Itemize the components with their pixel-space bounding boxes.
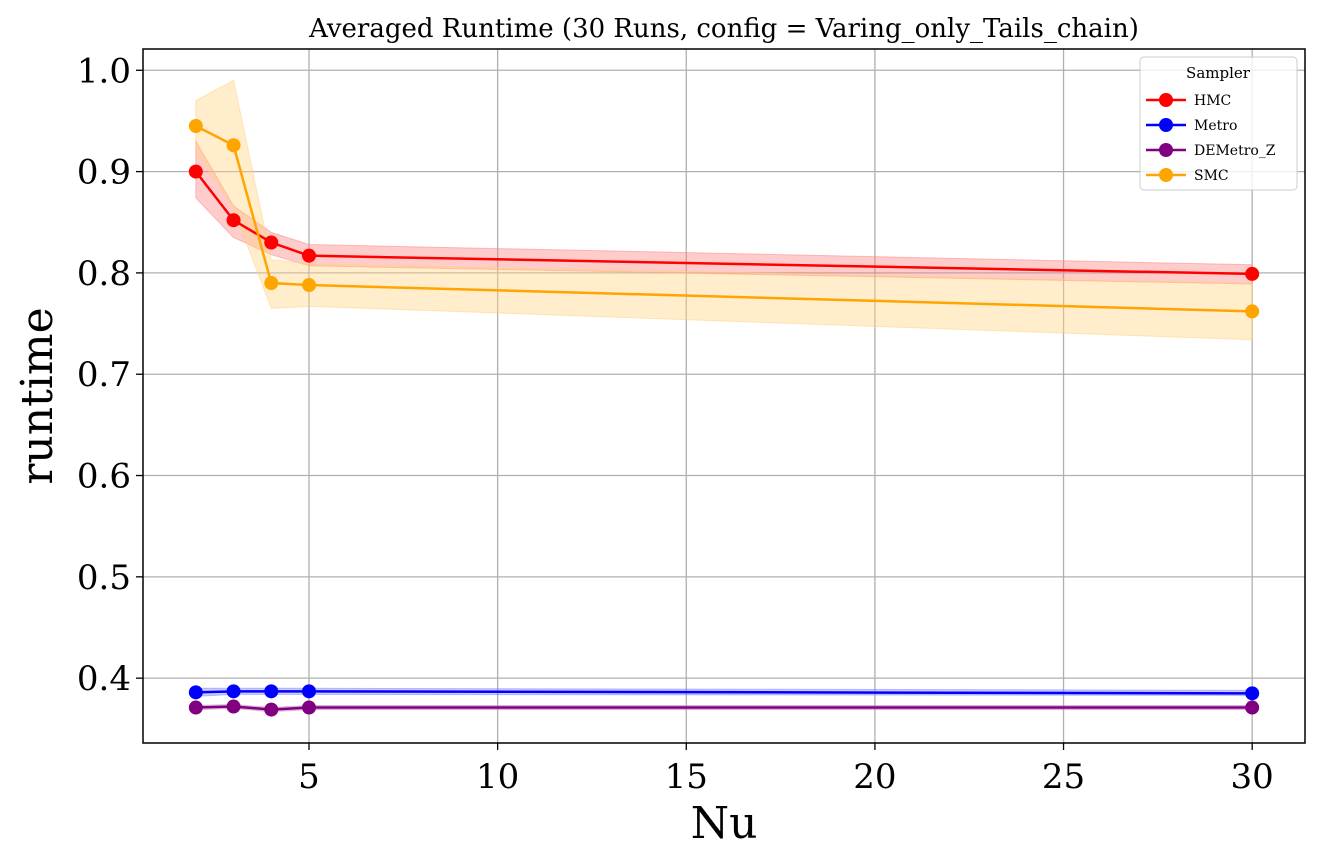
legend-label: DEMetro_Z [1194,143,1276,159]
legend-label: Metro [1194,118,1237,134]
legend-title: Sampler [1186,64,1251,82]
point-smc [188,118,203,133]
y-tick-label: 0.6 [77,457,131,497]
x-tick-label: 25 [1042,757,1085,797]
legend-item-metro: Metro [1146,118,1237,134]
legend-item-smc: SMC [1146,168,1229,184]
legend-item-demetro-z: DEMetro_Z [1146,143,1276,159]
y-tick-label: 0.9 [77,153,131,193]
y-tick-label: 0.8 [77,254,131,294]
legend-label: SMC [1194,168,1229,184]
legend-marker [1159,143,1173,157]
point-smc [226,138,241,153]
point-metro [1245,686,1260,701]
point-hmc [302,248,316,263]
y-tick-label: 1.0 [77,51,131,91]
point-smc [1245,304,1260,319]
y-axis-ticks: 0.4 0.5 0.6 0.7 0.8 0.9 1.0 [77,51,143,699]
series-points [188,118,1260,717]
x-axis-ticks: 5 10 15 20 25 30 [298,743,1274,797]
y-tick-label: 0.5 [77,558,131,598]
point-smc [302,278,316,293]
legend-marker [1159,168,1173,182]
y-tick-label: 0.4 [77,659,131,699]
y-tick-label: 0.7 [77,355,131,395]
legend-box [1139,56,1298,191]
point-hmc [264,235,279,250]
y-axis-label: runtime [12,307,63,484]
point-demetro-z [264,702,279,717]
plot-frame [142,48,1306,744]
grid [143,49,1305,743]
x-tick-label: 30 [1231,757,1274,797]
point-demetro-z [188,700,203,715]
legend-marker [1159,118,1173,132]
chart-title: Averaged Runtime (30 Runs, config = Vari… [308,14,1139,44]
point-hmc [188,164,203,179]
point-demetro-z [226,699,241,714]
legend: Sampler HMC Metro DEMetro_Z SMC [1139,56,1298,191]
legend-marker [1159,93,1173,107]
x-tick-label: 5 [298,757,320,797]
legend-label: HMC [1194,93,1231,109]
legend-item-hmc: HMC [1146,93,1231,109]
point-hmc [1245,266,1260,281]
legend-items: HMC Metro DEMetro_Z SMC [1146,93,1276,184]
point-demetro-z [1245,700,1260,715]
x-tick-label: 20 [853,757,896,797]
point-metro [302,684,316,699]
point-metro [264,684,279,699]
x-tick-label: 10 [476,757,519,797]
point-hmc [226,213,241,228]
x-axis-label: Nu [691,798,758,849]
band-smc [195,79,1253,341]
point-metro [226,684,241,699]
x-tick-label: 15 [665,757,708,797]
point-metro [188,685,203,700]
point-smc [264,276,279,291]
point-demetro-z [302,700,316,715]
